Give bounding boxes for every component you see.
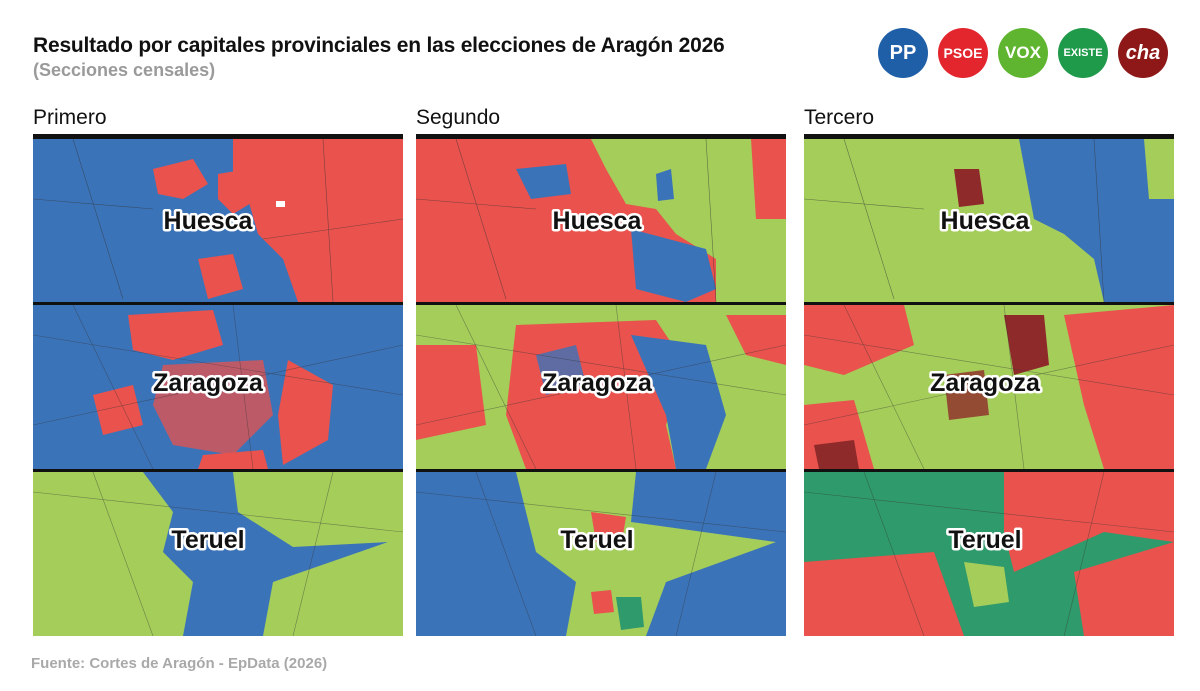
cha-logo-text: cha (1125, 41, 1161, 64)
column-heading-segundo: Segundo (416, 106, 501, 129)
city-label-teruel: Teruel (171, 526, 244, 554)
map-huesca-tercero: Huesca (804, 139, 1174, 303)
map-zaragoza-tercero: Zaragoza (804, 304, 1174, 470)
chart-subtitle: (Secciones censales) (33, 60, 216, 80)
city-label-huesca: Huesca (164, 207, 254, 235)
party-logos: PP PSOE VOX EXISTE cha (878, 28, 1170, 78)
map-column-primero: Huesca Zaragoza Teruel (33, 139, 403, 636)
psoe-logo-text: PSOE (943, 45, 983, 61)
map-teruel-primero: Teruel (33, 471, 403, 636)
existe-logo: EXISTE (1058, 28, 1108, 78)
map-huesca-primero: Huesca (33, 139, 403, 303)
source-footer: Fuente: Cortes de Aragón - EpData (2026) (31, 655, 328, 672)
city-label-huesca: Huesca (941, 207, 1031, 235)
map-column-segundo: Huesca Zaragoza Teruel (416, 139, 786, 636)
city-label-teruel: Teruel (948, 526, 1021, 554)
map-zaragoza-primero: Zaragoza (33, 304, 403, 470)
psoe-logo: PSOE (938, 28, 988, 78)
pp-logo-text: PP (889, 41, 917, 64)
column-rule (416, 134, 786, 139)
map-teruel-tercero: Teruel (804, 471, 1174, 636)
pp-logo: PP (878, 28, 928, 78)
chart-title: Resultado por capitales provinciales en … (33, 34, 725, 57)
column-heading-primero: Primero (33, 106, 107, 129)
city-label-zaragoza: Zaragoza (542, 369, 653, 397)
column-rule (33, 134, 403, 139)
city-label-teruel: Teruel (560, 526, 633, 554)
column-rule (804, 134, 1174, 139)
column-heading-tercero: Tercero (804, 106, 875, 129)
cha-logo: cha (1118, 28, 1168, 78)
vox-logo: VOX (998, 28, 1048, 78)
map-zaragoza-segundo: Zaragoza (416, 304, 786, 470)
city-label-zaragoza: Zaragoza (930, 369, 1041, 397)
map-huesca-segundo: Huesca (416, 139, 786, 303)
map-teruel-segundo: Teruel (416, 471, 786, 636)
map-column-tercero: Huesca Zaragoza Teruel (804, 139, 1174, 636)
city-label-zaragoza: Zaragoza (153, 369, 264, 397)
vox-logo-text: VOX (1005, 43, 1041, 62)
city-label-huesca: Huesca (553, 207, 643, 235)
existe-logo-text: EXISTE (1063, 47, 1103, 59)
